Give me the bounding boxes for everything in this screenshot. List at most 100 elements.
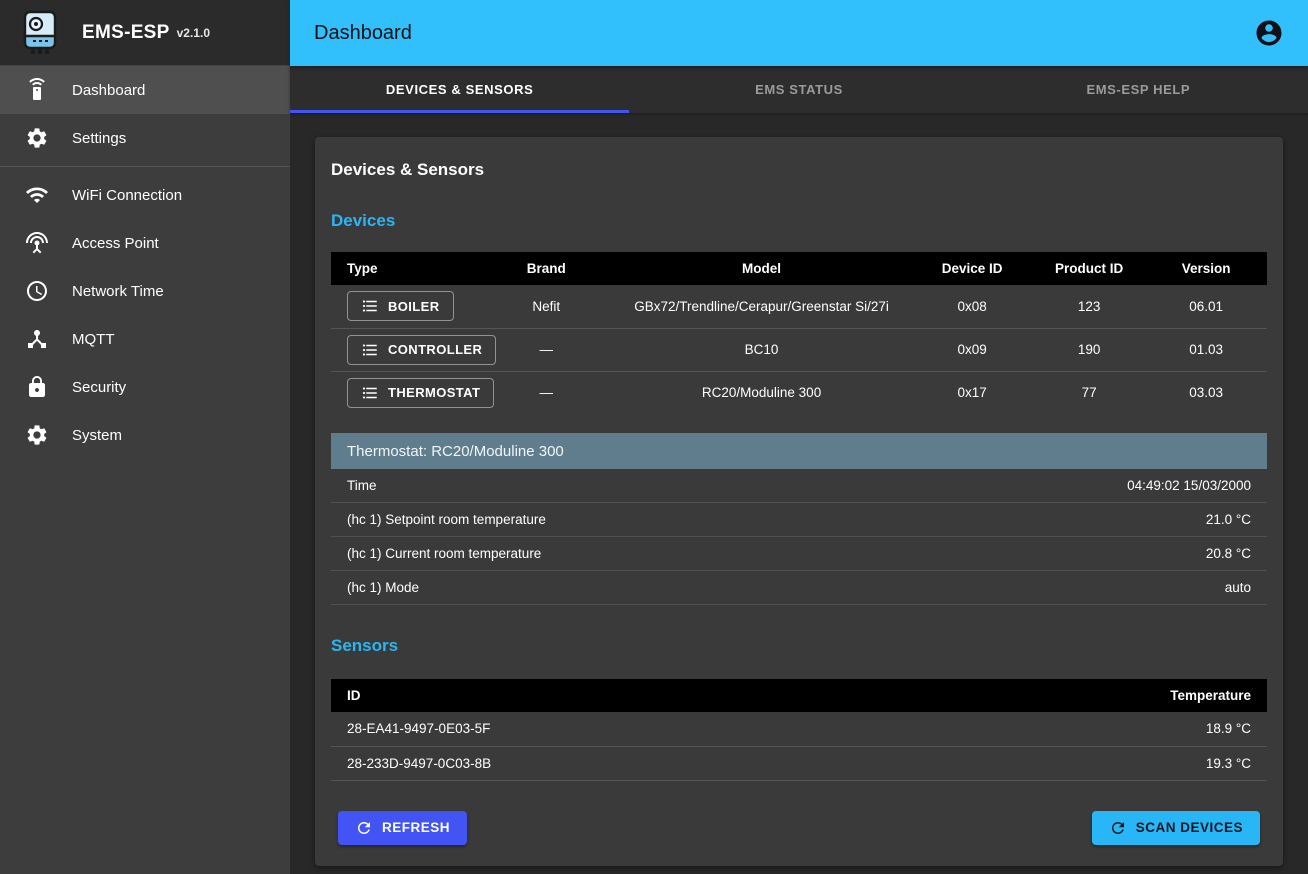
sidebar-item-dashboard[interactable]: Dashboard — [0, 66, 290, 114]
sidebar-item-access-point[interactable]: Access Point — [0, 219, 290, 267]
sidebar-item-label: WiFi Connection — [72, 186, 183, 204]
sidebar-item-settings[interactable]: Settings — [0, 114, 290, 162]
scan-devices-button-label: SCAN DEVICES — [1135, 820, 1243, 835]
cell-model: RC20/Moduline 300 — [701, 385, 822, 401]
column-header-device-id: Device ID — [911, 252, 1033, 285]
app-title: EMS-ESP — [82, 21, 170, 43]
detail-value: 20.8 °C — [1205, 546, 1251, 561]
page-title: Dashboard — [314, 21, 412, 44]
clock-icon — [27, 281, 47, 301]
thermostat-device-button[interactable]: THERMOSTAT — [347, 377, 495, 408]
sidebar-item-label: Dashboard — [72, 81, 146, 99]
tab-ems-status[interactable]: EMS STATUS — [755, 82, 843, 97]
column-header-model: Model — [611, 252, 912, 285]
table-row-boiler: BOILER Nefit GBx72/Trendline/Cerapur/Gre… — [331, 285, 1267, 329]
table-row-controller: CONTROLLER — BC10 0x09 190 01.03 — [331, 328, 1267, 372]
devices-table: Type Brand Model Device ID Product ID Ve… — [331, 252, 1267, 414]
gear-icon — [27, 425, 47, 445]
cell-sensor-temperature: 18.9 °C — [799, 712, 1267, 747]
cell-model: GBx72/Trendline/Cerapur/Greenstar Si/27i — [611, 285, 912, 329]
column-header-brand: Brand — [480, 252, 612, 285]
cell-model: BC10 — [611, 328, 912, 372]
column-header-temperature: Temperature — [799, 679, 1267, 712]
cell-sensor-temperature: 19.3 °C — [799, 746, 1267, 781]
cell-product-id: 77 — [1081, 385, 1097, 401]
refresh-button-label: REFRESH — [382, 820, 451, 835]
devices-heading: Devices — [331, 211, 396, 230]
list-icon — [362, 343, 377, 356]
lock-icon — [29, 376, 45, 397]
device-button-label: CONTROLLER — [388, 342, 483, 357]
sidebar-item-label: Network Time — [72, 282, 164, 300]
sidebar-item-label: MQTT — [72, 330, 115, 348]
table-row-sensor: 28-233D-9497-0C03-8B 19.3 °C — [331, 746, 1267, 781]
list-icon — [362, 387, 377, 399]
device-hub-icon — [28, 330, 46, 348]
cell-sensor-id: 28-EA41-9497-0E03-5F — [331, 712, 799, 747]
scan-devices-button[interactable]: SCAN DEVICES — [1091, 810, 1260, 845]
sidebar: EMS-ESP v2.1.0 Dashboard Settings WiFi C… — [0, 0, 290, 874]
devices-sensors-card: Devices & Sensors Devices Type Brand Mod… — [315, 137, 1283, 866]
sidebar-item-security[interactable]: Security — [0, 363, 290, 411]
sidebar-item-label: System — [72, 426, 123, 444]
wifi-icon — [26, 187, 48, 203]
cell-brand: — — [539, 385, 554, 401]
sidebar-header: EMS-ESP v2.1.0 — [0, 0, 290, 66]
card-title: Devices & Sensors — [331, 160, 485, 179]
table-row-sensor: 28-EA41-9497-0E03-5F 18.9 °C — [331, 712, 1267, 747]
main-column: Dashboard DEVICES & SENSORS EMS STATUS E… — [290, 0, 1308, 874]
app-version: v2.1.0 — [176, 25, 210, 40]
refresh-button[interactable]: REFRESH — [338, 810, 468, 845]
detail-row-mode: (hc 1) Mode auto — [331, 571, 1267, 605]
settings-remote-icon — [29, 78, 45, 100]
detail-label: (hc 1) Setpoint room temperature — [347, 512, 546, 527]
cell-brand: Nefit — [480, 285, 612, 329]
table-row-thermostat: THERMOSTAT — RC20/Moduline 300 0x17 77 0… — [331, 371, 1267, 414]
cell-device-id: 0x17 — [957, 385, 987, 401]
sidebar-item-label: Access Point — [72, 234, 159, 252]
sidebar-item-wifi-connection[interactable]: WiFi Connection — [0, 171, 290, 219]
device-button-label: THERMOSTAT — [388, 385, 481, 401]
controller-device-button[interactable]: CONTROLLER — [347, 334, 497, 365]
gear-icon — [27, 128, 47, 148]
tab-devices-sensors[interactable]: DEVICES & SENSORS — [385, 82, 534, 97]
sensors-heading: Sensors — [331, 636, 399, 655]
account-circle-icon[interactable] — [1254, 18, 1284, 48]
content-area: Devices & Sensors Devices Type Brand Mod… — [290, 113, 1308, 874]
sidebar-item-label: Settings — [72, 129, 127, 147]
sidebar-item-system[interactable]: System — [0, 411, 290, 459]
boiler-device-button[interactable]: BOILER — [347, 291, 454, 322]
detail-row-time: Time 04:49:02 15/03/2000 — [331, 469, 1267, 503]
ems-esp-logo-icon — [23, 10, 57, 54]
detail-value: 04:49:02 15/03/2000 — [1127, 478, 1251, 493]
detail-value: auto — [1224, 580, 1251, 595]
detail-row-current-temp: (hc 1) Current room temperature 20.8 °C — [331, 537, 1267, 571]
detail-value: 21.0 °C — [1205, 512, 1251, 527]
list-icon — [362, 300, 377, 312]
column-header-version: Version — [1145, 252, 1267, 285]
device-details-header: Thermostat: RC20/Moduline 300 — [331, 433, 1267, 469]
tab-ems-esp-help[interactable]: EMS-ESP HELP — [1086, 82, 1191, 97]
sensors-table-header: ID Temperature — [331, 679, 1267, 712]
devices-table-header: Type Brand Model Device ID Product ID Ve… — [331, 252, 1267, 285]
cell-sensor-id: 28-233D-9497-0C03-8B — [331, 746, 799, 781]
cell-version: 01.03 — [1145, 328, 1267, 372]
refresh-icon — [358, 821, 370, 834]
cell-device-id: 0x08 — [911, 285, 1033, 329]
sidebar-nav: Dashboard Settings WiFi Connection Acces… — [0, 66, 290, 459]
column-header-product-id: Product ID — [1032, 252, 1146, 285]
cell-version: 06.01 — [1145, 285, 1267, 329]
sensors-table: ID Temperature 28-EA41-9497-0E03-5F 18.9… — [331, 679, 1267, 781]
detail-row-setpoint: (hc 1) Setpoint room temperature 21.0 °C — [331, 503, 1267, 537]
refresh-icon — [1111, 821, 1124, 834]
sidebar-item-mqtt[interactable]: MQTT — [0, 315, 290, 363]
sidebar-divider — [0, 166, 290, 167]
antenna-icon — [26, 232, 48, 254]
detail-label: (hc 1) Mode — [347, 580, 420, 595]
column-header-type: Type — [331, 252, 481, 285]
cell-device-id: 0x09 — [911, 328, 1033, 372]
footer-button-row: REFRESH SCAN DEVICES — [331, 810, 1267, 845]
sidebar-item-network-time[interactable]: Network Time — [0, 267, 290, 315]
device-button-label: BOILER — [388, 298, 440, 314]
sidebar-item-label: Security — [72, 378, 127, 396]
